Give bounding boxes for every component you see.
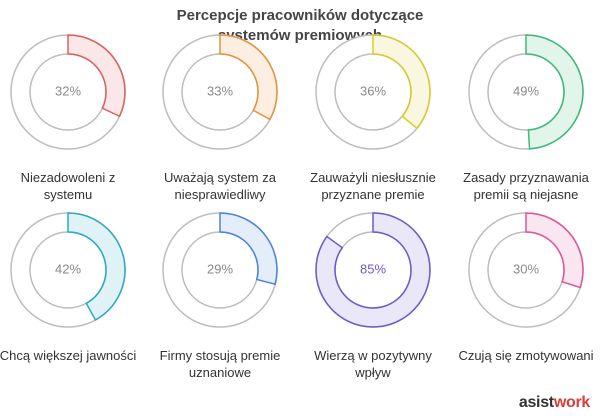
category-label: Wierzą w pozytywny wpływ	[314, 348, 432, 380]
donut-segment	[525, 34, 584, 150]
category-label: Niezadowoleni z systemu	[20, 170, 116, 202]
donut-segment	[219, 34, 278, 121]
value-label: 33%	[207, 83, 233, 98]
chart-title: Percepcje pracowników dotyczące systemów…	[176, 7, 424, 44]
value-label: 32%	[55, 83, 81, 98]
value-label: 42%	[55, 261, 81, 276]
category-label: Czują się zmotywowani	[458, 348, 594, 363]
donut-segment	[219, 212, 278, 286]
donut-segment	[525, 212, 584, 289]
brand-first: asist	[518, 394, 554, 411]
category-label: Zasady przyznawania premii są niejasne	[463, 170, 589, 202]
category-label: Uważają system za niesprawiedliwy	[164, 170, 276, 202]
brand-second: work	[553, 394, 590, 411]
value-label: 85%	[360, 261, 386, 276]
donut-segment	[67, 34, 126, 118]
category-label: Zauważyli niesłusznie przyznane premie	[310, 170, 436, 202]
category-label: Firmy stosują premie uznaniowe	[159, 348, 281, 380]
value-label: 30%	[513, 261, 539, 276]
donut-segment	[372, 34, 431, 130]
donut-segment	[67, 212, 126, 321]
value-label: 29%	[207, 261, 233, 276]
value-label: 49%	[513, 83, 539, 98]
donut-segment	[315, 212, 431, 328]
value-label: 36%	[360, 83, 386, 98]
brand-logo: asistwork	[519, 394, 590, 412]
category-label: Chcą większej jawności	[0, 348, 137, 363]
